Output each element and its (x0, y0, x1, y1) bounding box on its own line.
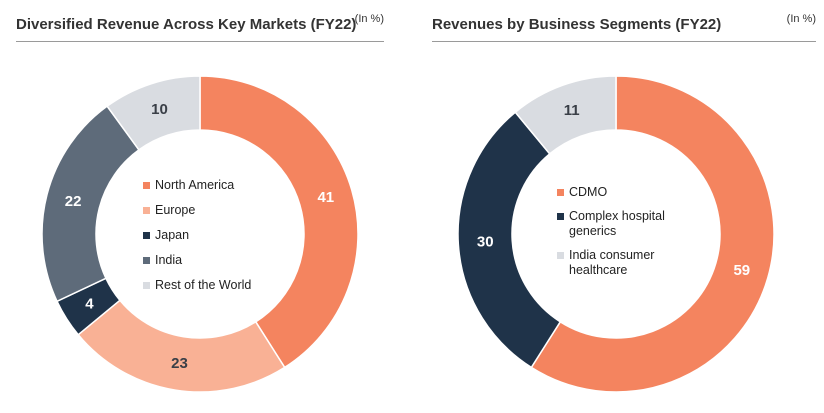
legend-item-cdmo: CDMO (557, 185, 689, 200)
data-label-complex-hospital-generics: 30 (477, 234, 494, 251)
slice-europe (77, 299, 286, 393)
data-label-europe: 23 (171, 355, 188, 372)
legend-swatch (143, 282, 150, 289)
legend-swatch (557, 252, 564, 259)
legend-label: Europe (155, 203, 196, 217)
legend-item-complex-hospital-generics: Complex hospital generics (557, 209, 689, 239)
chart-title: Revenues by Business Segments (FY22) (432, 16, 722, 33)
chart-title: Diversified Revenue Across Key Markets (… (16, 16, 357, 33)
legend-item-india-consumer-healthcare: India consumer healthcare (557, 248, 689, 278)
legend-swatch (143, 257, 150, 264)
segments-chart-header: Revenues by Business Segments (FY22) (In… (428, 0, 820, 44)
legend-label: Complex hospital generics (569, 209, 665, 238)
slice-complex-hospital-generics (457, 111, 562, 369)
legend-swatch (143, 182, 150, 189)
legend-label: India consumer healthcare (569, 248, 655, 277)
data-label-india: 22 (65, 193, 82, 210)
chart-unit: (In %) (786, 13, 816, 25)
segments-legend: CDMO Complex hospital generics India consu… (557, 185, 689, 287)
data-label-north-america: 41 (317, 189, 334, 206)
legend-label: Rest of the World (155, 278, 252, 292)
data-label-rest-of-the-world: 10 (151, 101, 168, 118)
legend-swatch (557, 189, 564, 196)
data-label-cdmo: 59 (733, 262, 750, 279)
data-label-japan: 4 (85, 296, 94, 313)
legend-item-india: India (143, 253, 251, 268)
slice-india-consumer-healthcare (514, 75, 617, 155)
data-label-india-consumer-healthcare: 11 (564, 102, 580, 119)
slice-cdmo (530, 75, 775, 393)
segments-chart-panel: Revenues by Business Segments (FY22) (In… (428, 0, 820, 393)
markets-chart-panel: Diversified Revenue Across Key Markets (… (0, 0, 400, 393)
legend-item-japan: Japan (143, 228, 251, 243)
markets-chart-header: Diversified Revenue Across Key Markets (… (0, 0, 400, 44)
legend-label: Japan (155, 228, 190, 242)
title-divider (16, 41, 384, 42)
legend-item-europe: Europe (143, 203, 251, 218)
legend-swatch (557, 213, 564, 220)
title-divider (432, 41, 816, 42)
slice-india (41, 105, 140, 303)
markets-donut-chart: 41 23 4 22 10 (41, 75, 359, 393)
legend-swatch (143, 207, 150, 214)
legend-swatch (143, 232, 150, 239)
legend-label: CDMO (569, 185, 608, 199)
legend-item-rest-of-the-world: Rest of the World (143, 278, 251, 293)
legend-item-north-america: North America (143, 178, 251, 193)
legend-label: India (155, 253, 183, 267)
chart-unit: (In %) (354, 13, 384, 25)
slice-rest-of-the-world (106, 75, 201, 151)
legend-label: North America (155, 178, 235, 192)
slice-north-america (199, 75, 359, 369)
segments-donut-chart: 59 30 11 (457, 75, 775, 393)
markets-legend: North America Europe Japan India Rest of the… (143, 178, 251, 303)
